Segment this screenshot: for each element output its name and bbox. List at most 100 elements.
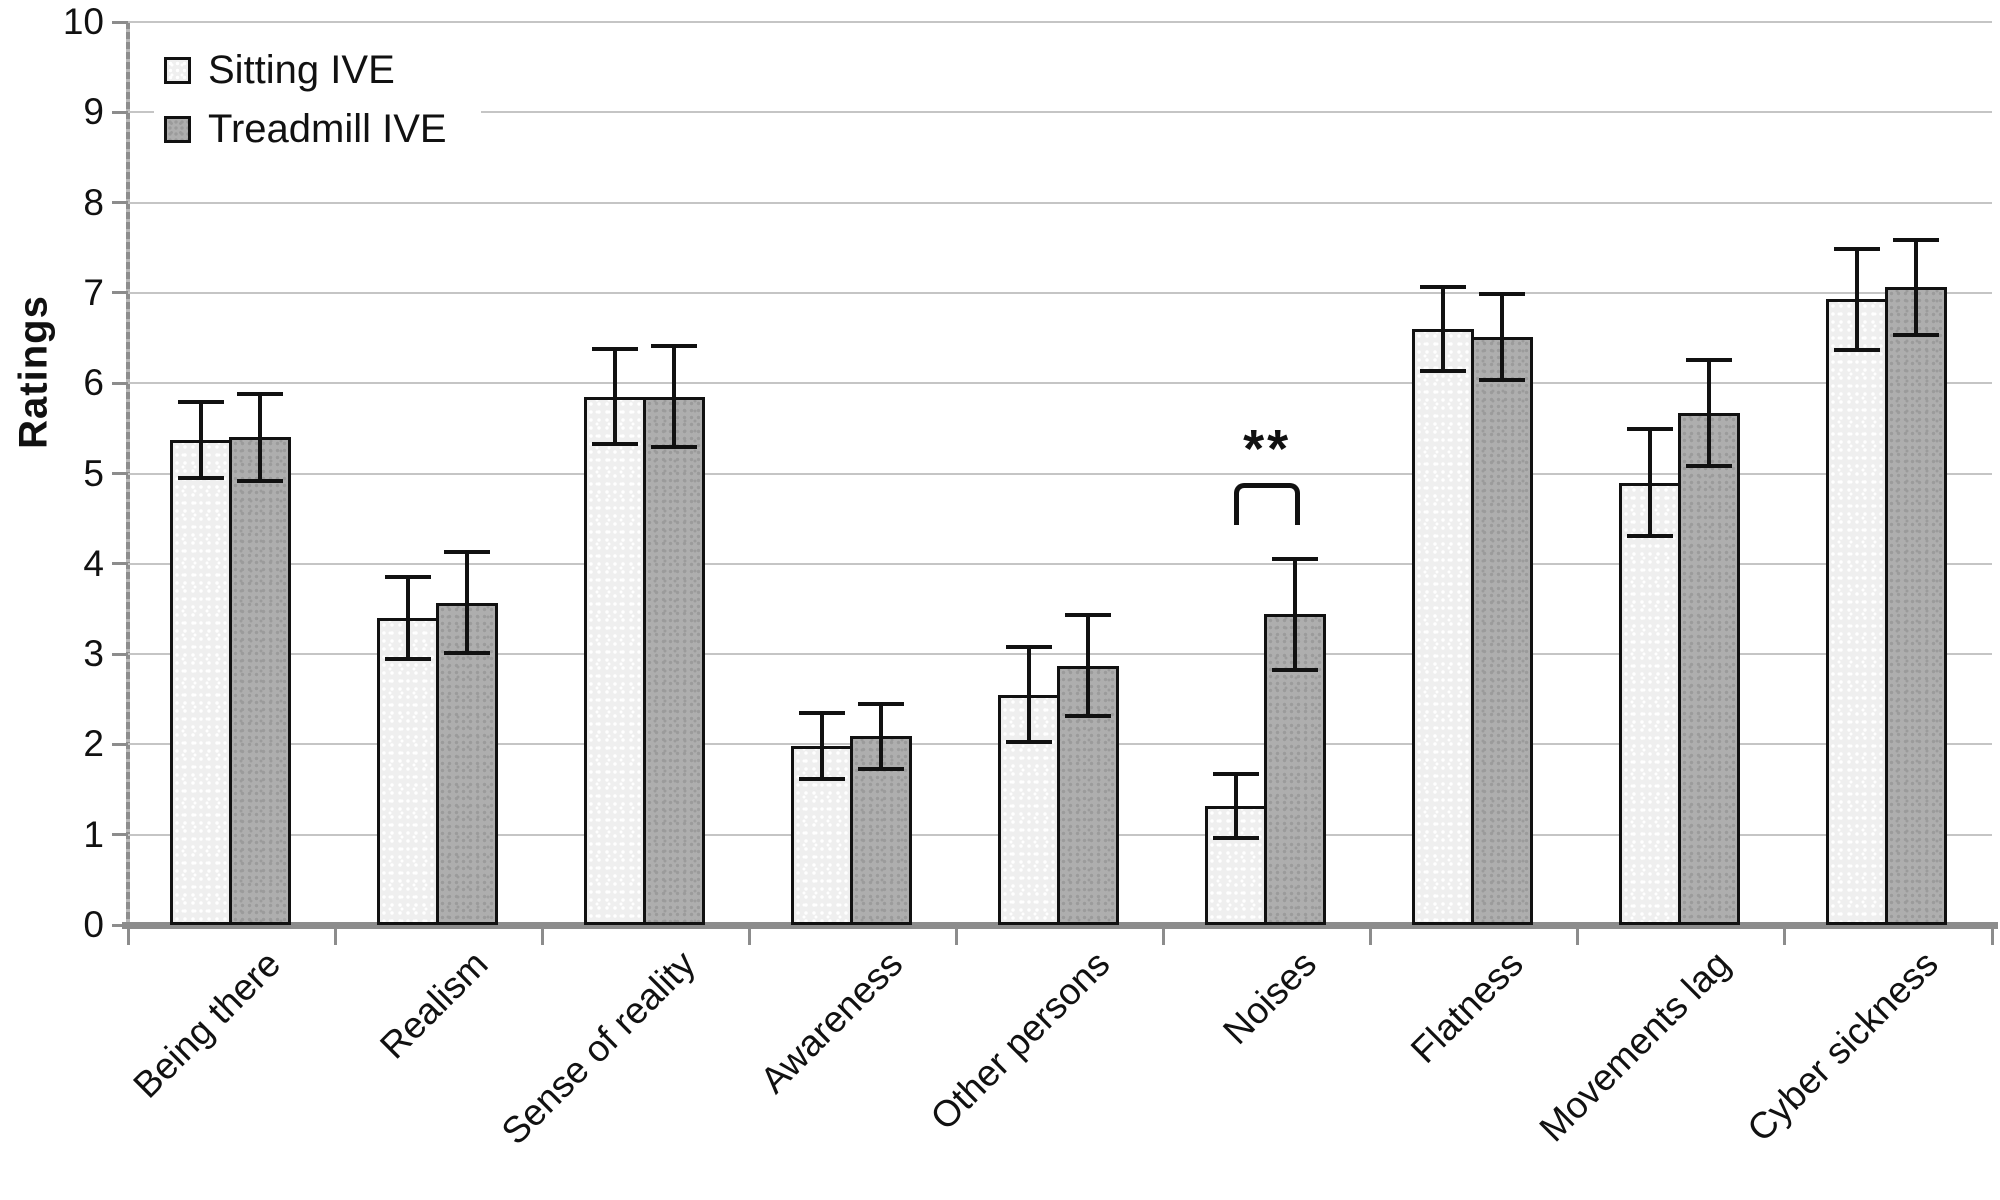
error-bar-cap-bottom xyxy=(443,651,490,656)
error-bar-cap-bottom xyxy=(1213,836,1260,841)
y-tick-label: 4 xyxy=(83,542,104,584)
error-bar-cap-top xyxy=(177,400,224,405)
error-bar-cap-top xyxy=(443,550,490,555)
x-axis-tick xyxy=(333,929,337,945)
x-axis-tick xyxy=(954,929,958,945)
x-axis-tick xyxy=(1783,929,1787,945)
error-bar-line xyxy=(671,344,676,450)
y-tick-label: 1 xyxy=(83,813,104,855)
y-axis-tick xyxy=(112,110,128,114)
error-bar-line xyxy=(1500,292,1505,383)
y-axis-tick xyxy=(112,833,128,837)
error-bar-cap-top xyxy=(650,344,697,349)
error-bar-line xyxy=(1293,556,1298,673)
y-axis-tick xyxy=(112,381,128,385)
y-tick-label: 6 xyxy=(83,362,104,404)
x-axis-tick xyxy=(126,929,130,945)
error-bar-line xyxy=(612,347,617,447)
error-bar xyxy=(1893,237,1940,338)
legend-label-treadmill-ive: Treadmill IVE xyxy=(208,107,447,151)
legend-item-treadmill: Treadmill IVE xyxy=(164,107,447,151)
error-bar-line xyxy=(1234,771,1239,841)
error-bar-cap-top xyxy=(1272,556,1319,561)
error-bar-cap-bottom xyxy=(1272,668,1319,673)
error-bar-cap-bottom xyxy=(1006,740,1052,745)
gridline xyxy=(128,562,1992,565)
error-bar-line xyxy=(1648,427,1653,538)
error-bar-cap-top xyxy=(591,347,638,352)
y-tick-label: 0 xyxy=(83,904,104,945)
error-bar-cap-top xyxy=(1006,645,1052,650)
bar-sitting-ive xyxy=(1619,482,1682,925)
error-bar-cap-top xyxy=(1420,284,1467,289)
error-bar xyxy=(1479,292,1526,383)
legend-swatch-sitting-ive xyxy=(164,56,191,84)
y-axis-tick xyxy=(112,923,128,927)
significance-stars: ** xyxy=(1243,418,1292,479)
gridline xyxy=(128,201,1992,204)
error-bar-cap-top xyxy=(1065,613,1111,618)
error-bar-cap-bottom xyxy=(236,478,283,483)
x-axis-label: Other persons xyxy=(922,943,1117,1138)
x-axis-tick xyxy=(540,929,544,945)
gridline xyxy=(128,111,1992,114)
error-bar xyxy=(1420,284,1467,374)
error-bar-cap-bottom xyxy=(1065,714,1111,719)
error-bar-cap-top xyxy=(384,574,431,579)
y-axis-tick xyxy=(112,201,128,205)
error-bar-cap-bottom xyxy=(1420,369,1467,374)
error-bar xyxy=(798,711,845,782)
bar-sitting-ive xyxy=(169,440,232,925)
x-axis-line xyxy=(122,922,1998,929)
gridline xyxy=(128,653,1992,656)
bar-treadmill-ive xyxy=(1885,287,1948,925)
x-axis-tick xyxy=(1576,929,1580,945)
error-bar-cap-bottom xyxy=(1834,347,1881,352)
error-bar-line xyxy=(257,392,262,483)
x-axis-label: Flatness xyxy=(1403,943,1532,1071)
error-bar-cap-bottom xyxy=(591,442,638,447)
x-axis-tick xyxy=(1369,929,1373,945)
error-bar-line xyxy=(1855,246,1860,352)
y-axis-tick xyxy=(112,20,128,24)
error-bar-line xyxy=(405,574,410,662)
error-bar xyxy=(1686,357,1733,469)
significance-bracket xyxy=(1234,482,1301,525)
x-axis-tick xyxy=(1162,929,1166,945)
error-bar-cap-bottom xyxy=(177,475,224,480)
bar-treadmill-ive xyxy=(1678,413,1741,925)
y-axis-tick xyxy=(112,562,128,566)
y-tick-label: 2 xyxy=(83,723,104,765)
error-bar-line xyxy=(1707,357,1712,469)
error-bar-line xyxy=(198,400,203,480)
x-axis-tick xyxy=(1990,929,1994,945)
error-bar-line xyxy=(1914,237,1919,338)
error-bar-cap-bottom xyxy=(384,657,431,662)
y-tick-label: 5 xyxy=(83,452,104,494)
error-bar xyxy=(177,400,224,480)
y-axis-tick xyxy=(112,472,128,475)
error-bar-cap-bottom xyxy=(1627,533,1674,538)
y-tick-label: 8 xyxy=(83,181,104,223)
x-axis-label: Being there xyxy=(125,943,289,1106)
bar-sitting-ive xyxy=(1412,329,1475,925)
error-bar-cap-top xyxy=(1834,246,1881,251)
error-bar xyxy=(1065,613,1111,719)
error-bar-cap-top xyxy=(1479,292,1526,297)
x-axis-label: Sense of reality xyxy=(493,943,703,1153)
error-bar xyxy=(1627,427,1674,538)
bar-sitting-ive xyxy=(583,396,646,925)
error-bar xyxy=(384,574,431,662)
bar-sitting-ive xyxy=(1826,299,1889,925)
error-bar-cap-top xyxy=(1686,357,1733,362)
error-bar xyxy=(1834,246,1881,352)
x-axis-label: Cyber sickness xyxy=(1739,943,1946,1150)
gridline xyxy=(128,291,1992,294)
legend: Sitting IVE Treadmill IVE xyxy=(154,40,481,172)
error-bar xyxy=(650,344,697,450)
x-axis-label: Noises xyxy=(1215,943,1325,1052)
error-bar-cap-bottom xyxy=(1479,378,1526,383)
y-tick-label: 9 xyxy=(83,91,104,133)
y-axis-tick xyxy=(112,652,128,656)
x-axis-label: Realism xyxy=(372,943,496,1067)
